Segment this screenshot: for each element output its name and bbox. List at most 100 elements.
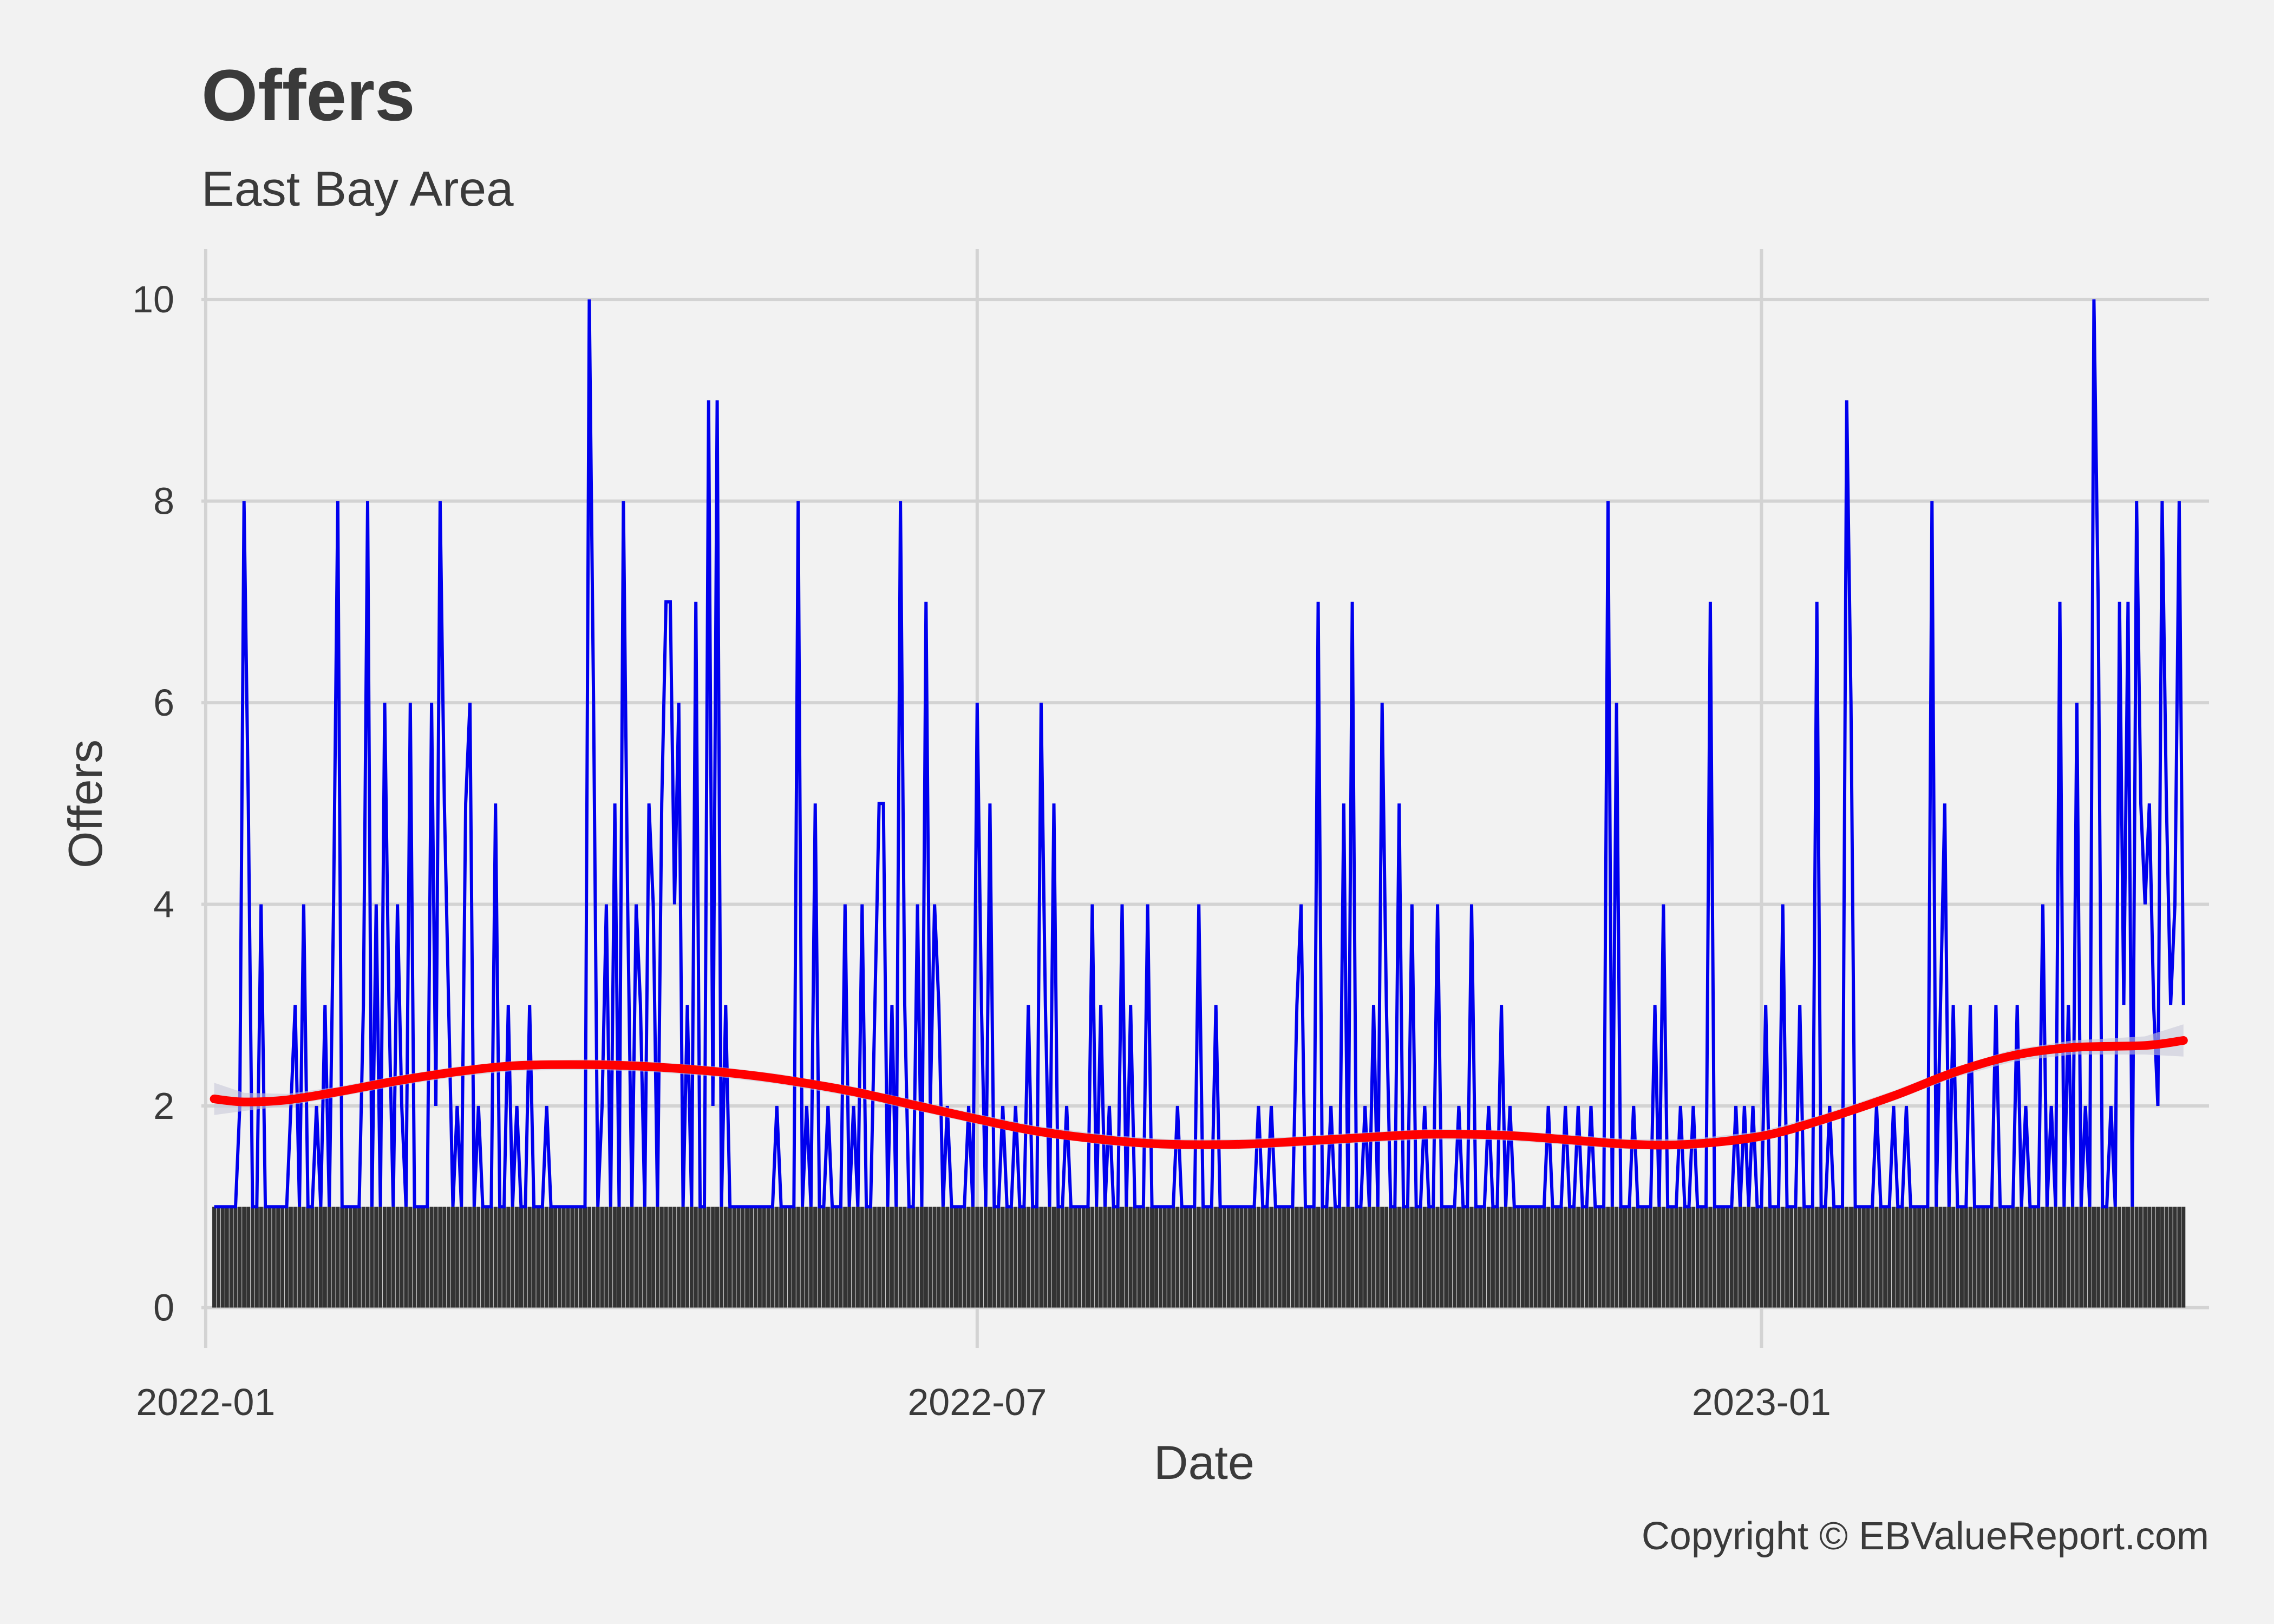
- bar: [924, 1207, 928, 1308]
- bar: [1214, 1207, 1218, 1308]
- bar: [1832, 1207, 1836, 1308]
- bar: [1431, 1207, 1435, 1308]
- bar: [907, 1207, 911, 1308]
- bar: [821, 1207, 826, 1308]
- bar: [1874, 1207, 1879, 1308]
- bar: [689, 1207, 694, 1308]
- bar: [331, 1207, 336, 1308]
- bar: [1572, 1207, 1576, 1308]
- bar: [481, 1207, 485, 1308]
- bar: [762, 1207, 766, 1308]
- bar: [868, 1207, 873, 1308]
- bar: [1222, 1207, 1226, 1308]
- bar: [2105, 1207, 2109, 1308]
- bar: [489, 1207, 493, 1308]
- bar: [775, 1207, 779, 1308]
- bar: [1776, 1207, 1781, 1308]
- bar: [1520, 1207, 1525, 1308]
- bar: [233, 1207, 238, 1308]
- bar: [1836, 1207, 1840, 1308]
- y-tick-label: 6: [153, 682, 174, 724]
- bar: [638, 1207, 643, 1308]
- bar: [2126, 1207, 2130, 1308]
- bar: [898, 1207, 903, 1308]
- bar: [1610, 1207, 1615, 1308]
- bar: [1064, 1207, 1069, 1308]
- bar: [447, 1207, 451, 1308]
- bar: [570, 1207, 574, 1308]
- bar: [450, 1207, 455, 1308]
- bar: [839, 1207, 843, 1308]
- bar: [860, 1207, 864, 1308]
- bar: [1925, 1207, 1930, 1308]
- bar: [468, 1207, 472, 1308]
- bar: [1039, 1207, 1043, 1308]
- bar: [400, 1207, 404, 1308]
- y-tick-label: 10: [132, 278, 174, 320]
- bar: [685, 1207, 690, 1308]
- bar: [1606, 1207, 1610, 1308]
- bar: [1244, 1207, 1248, 1308]
- bar: [988, 1207, 992, 1308]
- bar: [613, 1207, 617, 1308]
- bar: [378, 1207, 383, 1308]
- bar: [851, 1207, 856, 1308]
- bar: [1171, 1207, 1175, 1308]
- bar: [1772, 1207, 1776, 1308]
- bar: [318, 1207, 323, 1308]
- bar: [391, 1207, 395, 1308]
- bar: [1602, 1207, 1606, 1308]
- bar: [2020, 1207, 2024, 1308]
- bar: [1444, 1207, 1448, 1308]
- bar: [945, 1207, 950, 1308]
- bar: [1371, 1207, 1376, 1308]
- bar: [515, 1207, 519, 1308]
- bar: [1469, 1207, 1474, 1308]
- bar: [306, 1207, 310, 1308]
- bar: [1708, 1207, 1713, 1308]
- bar: [1806, 1207, 1811, 1308]
- bar: [1410, 1207, 1414, 1308]
- bar: [1823, 1207, 1828, 1308]
- bar: [2032, 1207, 2036, 1308]
- bar: [1103, 1207, 1107, 1308]
- bar: [225, 1207, 229, 1308]
- bar: [1069, 1207, 1073, 1308]
- x-axis-ticks: 2022-01 2022-07 2023-01: [136, 1381, 1831, 1423]
- bar: [1333, 1207, 1337, 1308]
- bar: [1116, 1207, 1120, 1308]
- chart-subtitle: East Bay Area: [201, 162, 514, 217]
- bar: [352, 1207, 357, 1308]
- bar: [1989, 1207, 1994, 1308]
- bar: [1504, 1207, 1508, 1308]
- bar: [1414, 1207, 1419, 1308]
- bar: [1491, 1207, 1495, 1308]
- bar: [1981, 1207, 1985, 1308]
- bar: [1154, 1207, 1159, 1308]
- bar: [1879, 1207, 1883, 1308]
- bar: [1883, 1207, 1887, 1308]
- bar: [1551, 1207, 1555, 1308]
- bar: [749, 1207, 754, 1308]
- bar: [996, 1207, 1001, 1308]
- bar: [2143, 1207, 2147, 1308]
- bar: [1397, 1207, 1401, 1308]
- bar: [254, 1207, 259, 1308]
- bar: [1815, 1207, 1819, 1308]
- bar: [2177, 1207, 2181, 1308]
- bar: [702, 1207, 707, 1308]
- bar: [1286, 1207, 1291, 1308]
- bar: [2057, 1207, 2062, 1308]
- bar: [1282, 1207, 1286, 1308]
- bar: [1278, 1207, 1282, 1308]
- bar: [1218, 1207, 1223, 1308]
- bar: [536, 1207, 540, 1308]
- chart-title: Offers: [201, 55, 415, 136]
- bar: [1162, 1207, 1167, 1308]
- bar: [826, 1207, 830, 1308]
- bar: [1001, 1207, 1005, 1308]
- bar: [1508, 1207, 1512, 1308]
- bar: [216, 1207, 221, 1308]
- bar: [289, 1207, 293, 1308]
